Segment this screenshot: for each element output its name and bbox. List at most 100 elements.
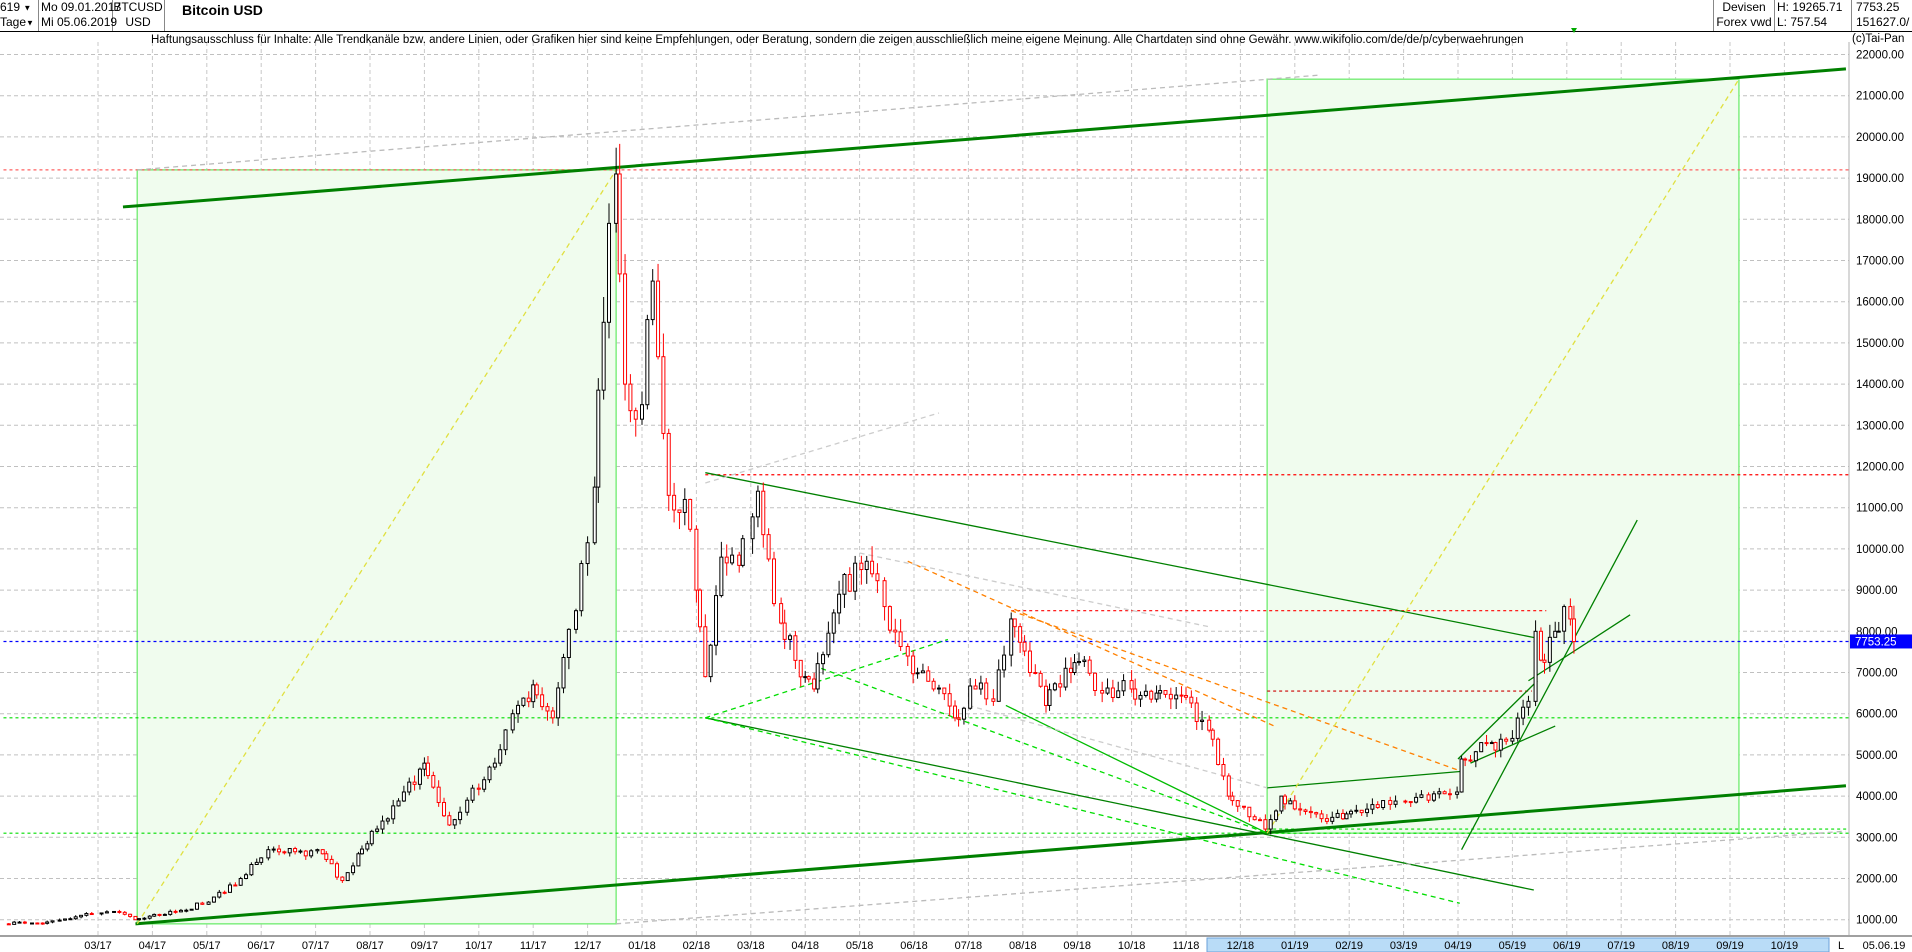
- candle-body: [870, 560, 875, 575]
- trendline: [135, 784, 1847, 926]
- candle-body: [672, 494, 677, 511]
- candle-body: [1110, 687, 1115, 698]
- x-tick-label: 05/17: [193, 940, 221, 952]
- count-selector[interactable]: 619 ▼ Tage▼: [0, 0, 39, 31]
- candle-body: [561, 656, 566, 689]
- candle-body: [1330, 816, 1335, 822]
- scale-mode-label: L: [1838, 940, 1844, 952]
- candle-body: [645, 319, 650, 406]
- trendline: [1460, 519, 1638, 850]
- candle-body: [931, 680, 936, 690]
- candle-body: [510, 713, 515, 731]
- end-date-label: 05.06.19: [1863, 940, 1906, 952]
- candle-body: [1207, 719, 1212, 731]
- candle-body: [22, 921, 27, 924]
- candle-body: [1082, 659, 1087, 663]
- candle-body: [1562, 606, 1567, 632]
- candle-body: [628, 383, 633, 412]
- trendline: [1010, 610, 1462, 772]
- candle-body: [607, 222, 612, 323]
- candle-body: [117, 910, 122, 913]
- candle-body: [842, 574, 847, 595]
- candle-body: [1354, 809, 1359, 812]
- x-tick-label: 09/19: [1716, 940, 1744, 952]
- x-tick-label: 05/18: [846, 940, 874, 952]
- trendline: [1266, 78, 1740, 834]
- candle-body: [545, 706, 550, 712]
- candle-body: [1216, 738, 1221, 766]
- candle-body: [442, 801, 447, 817]
- x-tick-label: 06/18: [900, 940, 928, 952]
- candle-body: [492, 762, 497, 768]
- candle-body: [1258, 819, 1263, 822]
- x-tick-label: 09/18: [1063, 940, 1091, 952]
- candle-body: [815, 663, 820, 690]
- high-low-box: H: 19265.71 L: 757.54: [1774, 0, 1852, 31]
- candle-body: [1381, 800, 1386, 809]
- candle-body: [947, 693, 952, 707]
- candle-body: [57, 919, 62, 922]
- last-price-label: 7753.25: [1855, 636, 1897, 648]
- candle-body: [714, 595, 719, 646]
- candle-body: [737, 554, 742, 566]
- candle-body: [178, 909, 183, 913]
- candle-body: [953, 705, 958, 719]
- candle-body: [35, 922, 40, 925]
- candle-body: [1038, 672, 1043, 687]
- trendline: [821, 667, 1268, 834]
- y-tick-label: 4000.00: [1856, 791, 1898, 803]
- x-tick-label: 11/18: [1173, 940, 1200, 952]
- candle-body: [259, 857, 264, 863]
- candle-body: [1018, 626, 1023, 643]
- candle-body: [1058, 683, 1063, 688]
- candle-body: [152, 913, 157, 917]
- trendline: [705, 717, 1534, 891]
- candle-body: [1210, 729, 1215, 740]
- candle-body: [417, 768, 422, 785]
- candle-body: [320, 849, 325, 855]
- candle-body: [282, 851, 287, 854]
- candle-body: [254, 861, 259, 866]
- x-tick-label: 03/19: [1390, 940, 1418, 952]
- date-range[interactable]: Mo 09.01.2017 Mi 05.06.2019: [39, 0, 121, 31]
- candle-body: [359, 848, 364, 855]
- candle-body: [730, 554, 735, 564]
- high-value: H: 19265.71: [1777, 0, 1843, 14]
- candle-body: [1319, 813, 1324, 820]
- candle-body: [1184, 695, 1188, 698]
- candle-body: [1542, 659, 1547, 663]
- candle-body: [688, 498, 693, 530]
- candle-body: [516, 704, 521, 715]
- candle-body: [396, 800, 401, 807]
- candle-body: [1168, 693, 1173, 700]
- x-tick-label: 08/17: [356, 940, 384, 952]
- candle-body: [340, 876, 345, 882]
- candle-body: [761, 490, 766, 536]
- candle-body: [99, 912, 104, 915]
- candle-body: [63, 918, 68, 921]
- candle-body: [17, 921, 22, 924]
- candle-body: [1093, 672, 1098, 692]
- candle-body: [1274, 810, 1279, 821]
- candle-body: [526, 697, 531, 703]
- candle-body: [385, 818, 390, 822]
- candle-body: [920, 670, 925, 674]
- candle-body: [806, 676, 811, 680]
- candle-body: [45, 921, 50, 924]
- candle-body: [391, 805, 396, 820]
- candle-body: [677, 509, 682, 513]
- candle-body: [864, 560, 869, 571]
- candle-body: [324, 853, 329, 860]
- trendline: [1005, 704, 1268, 834]
- candle-body: [1009, 618, 1014, 656]
- candle-body: [887, 606, 892, 631]
- candle-body: [1027, 650, 1032, 673]
- candle-body: [1105, 687, 1110, 694]
- candle-body: [244, 874, 249, 879]
- x-tick-label: 01/18: [628, 940, 656, 952]
- trendline: [968, 704, 1268, 789]
- candle-body: [614, 173, 619, 224]
- candle-body: [661, 356, 666, 434]
- trendline: [1470, 725, 1556, 764]
